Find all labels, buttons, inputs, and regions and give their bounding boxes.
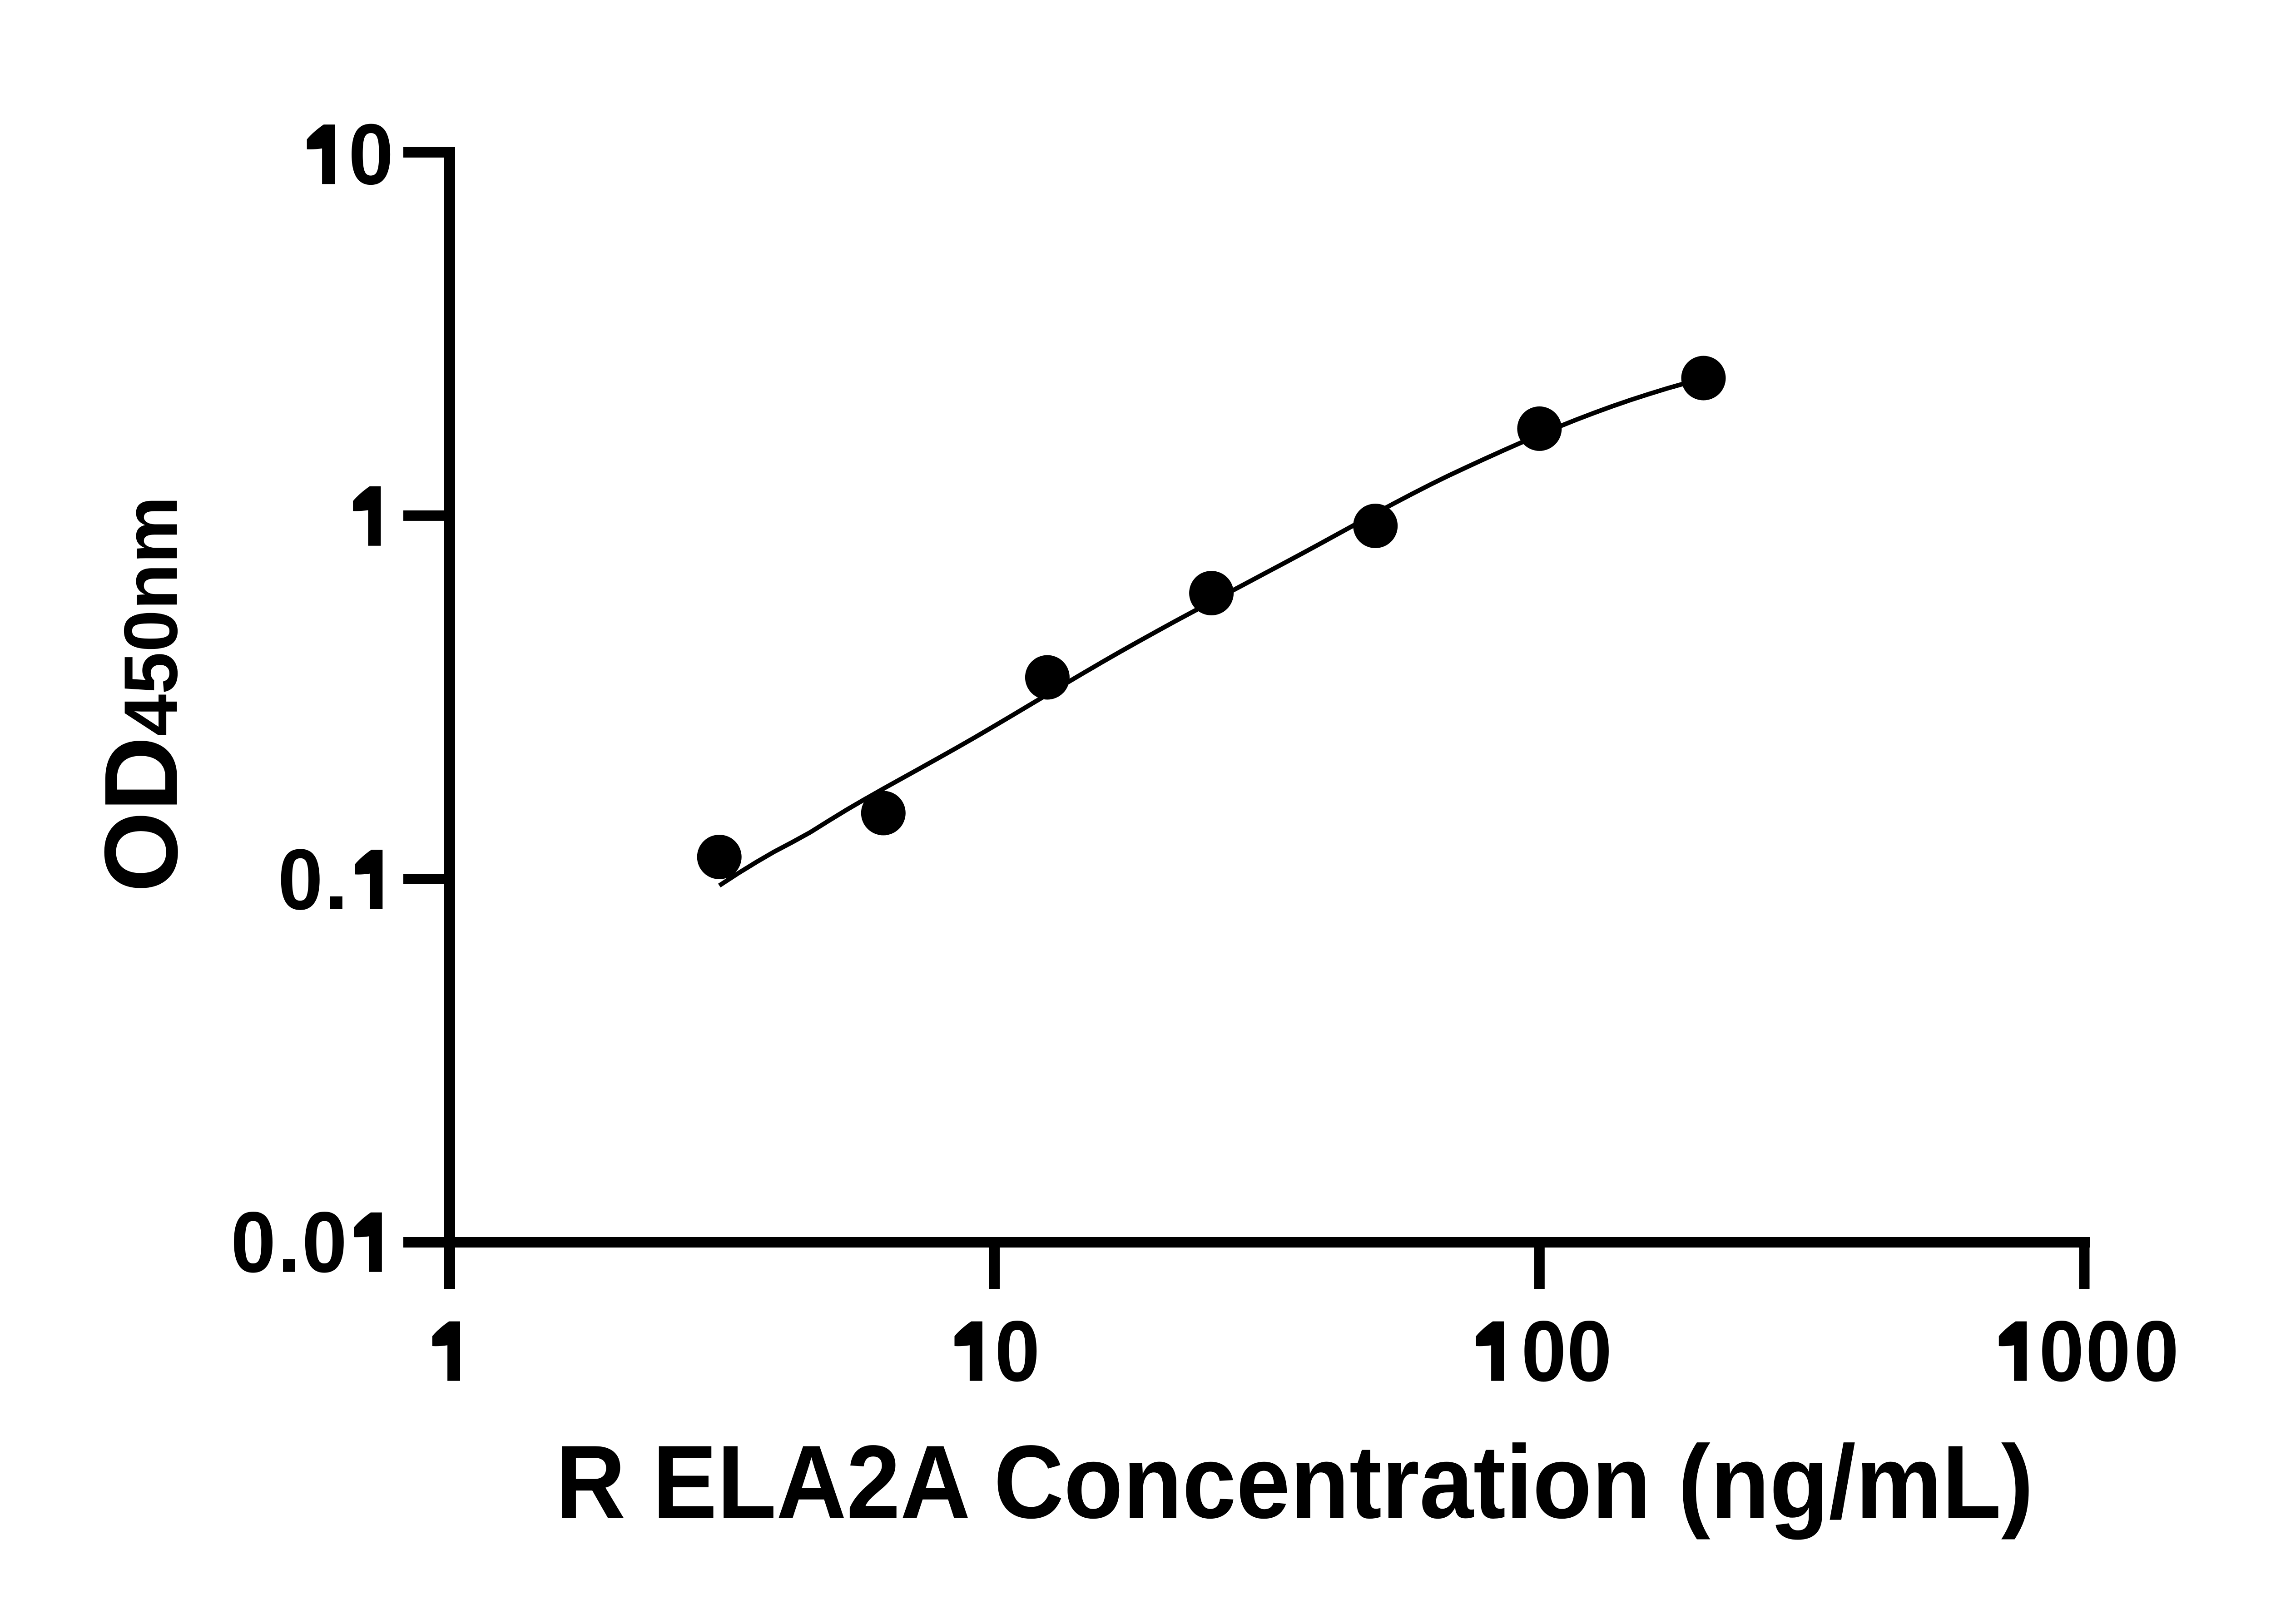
svg-text:0: 0: [2086, 1303, 2131, 1400]
svg-text:0: 0: [2039, 1303, 2084, 1400]
svg-text:0: 0: [278, 832, 323, 928]
svg-text:0: 0: [348, 106, 393, 203]
svg-text:0: 0: [1567, 1303, 1612, 1400]
svg-text:0: 0: [231, 1194, 276, 1291]
svg-text:R ELA2A Concentration (ng/mL): R ELA2A Concentration (ng/mL): [555, 1424, 2033, 1540]
svg-text:0: 0: [1521, 1303, 1566, 1400]
svg-text:0: 0: [2134, 1303, 2179, 1400]
svg-text:.: .: [277, 1194, 301, 1291]
svg-text:0: 0: [302, 1194, 347, 1291]
svg-text:.: .: [324, 832, 348, 928]
svg-text:0: 0: [995, 1303, 1040, 1400]
